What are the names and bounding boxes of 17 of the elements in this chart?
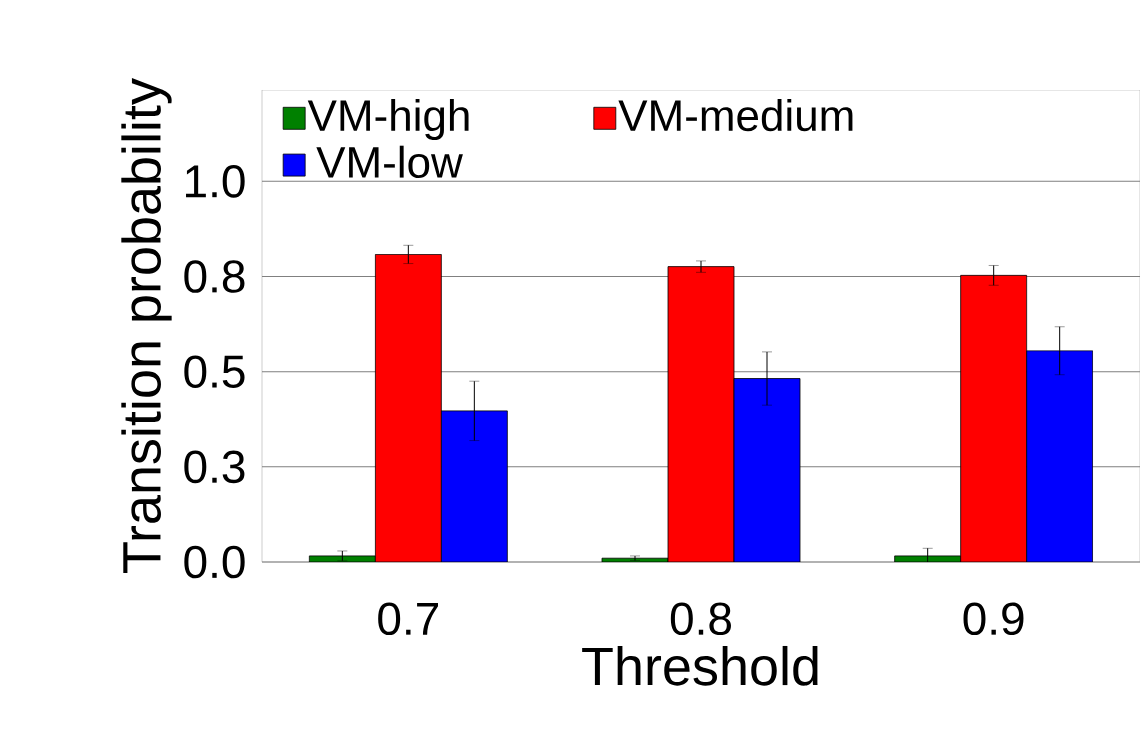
y-tick-label: 0.5 [184, 355, 245, 388]
y-tick-label: 0.0 [184, 545, 245, 579]
bar [374, 254, 442, 562]
x-tick-label: 0.8 [670, 602, 731, 636]
y-tick-label: 1.0 [186, 165, 245, 198]
bar [667, 266, 735, 562]
legend-label: VM-medium [618, 98, 853, 132]
y-axis-title: Transition probability [121, 78, 172, 573]
x-tick-label: 0.9 [963, 602, 1024, 636]
y-tick-label: 0.8 [184, 260, 245, 293]
x-axis-title: Threshold [582, 645, 818, 686]
bar [960, 274, 1028, 562]
legend-label: VM-low [316, 145, 463, 179]
bar [894, 555, 962, 562]
y-tick-label: 0.3 [184, 450, 245, 484]
legend-label: VM-high [307, 98, 469, 140]
x-tick-label: 0.7 [378, 602, 438, 636]
